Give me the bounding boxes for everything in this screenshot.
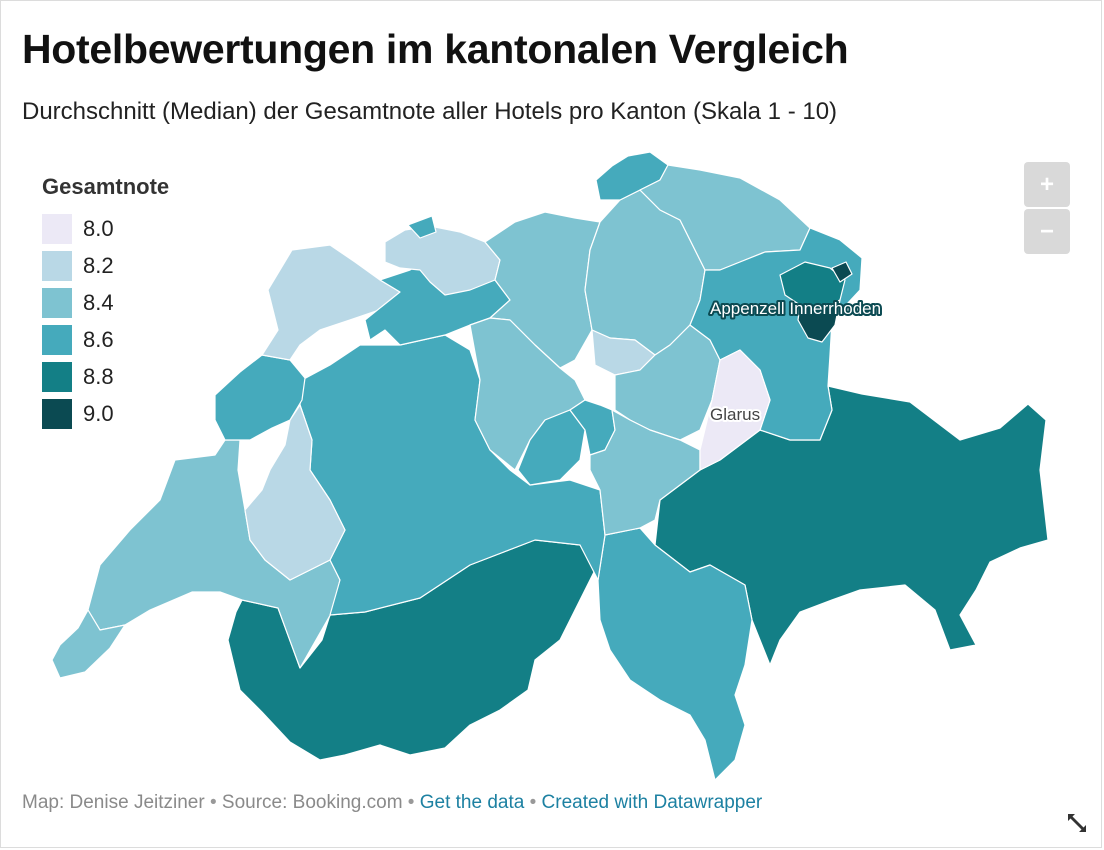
legend-swatch [42,287,72,318]
get-data-link[interactable]: Get the data [419,792,525,813]
legend-swatch [42,250,72,281]
footer-separator: • [209,792,217,813]
region-genf[interactable] [51,609,126,679]
legend-label: 8.8 [83,363,114,389]
region-freiburg[interactable] [244,404,346,581]
footer-source: Source: Booking.com [221,792,403,813]
map-container[interactable]: Appenzell Innerrhoden Glarus [0,140,1104,780]
region-tessin[interactable] [597,527,753,780]
legend-item: 8.4 [42,284,169,321]
footer: Map: Denise Jeitziner • Source: Booking.… [22,792,762,814]
footer-separator: • [407,792,415,813]
legend: Gesamtnote 8.0 8.2 8.4 8.6 8.8 9.0 [42,174,169,432]
legend-swatch [42,213,72,244]
legend-swatch [42,398,72,429]
switzerland-map[interactable]: Appenzell Innerrhoden Glarus [0,140,1104,780]
legend-item: 8.0 [42,210,169,247]
legend-swatch [42,361,72,392]
footer-credit: Map: Denise Jeitziner [22,792,205,813]
legend-item: 8.2 [42,247,169,284]
region-basel-stadt[interactable] [407,215,437,239]
legend-label: 8.4 [83,289,114,315]
region-glarus[interactable] [699,349,771,471]
legend-title: Gesamtnote [42,174,170,199]
chart-title: Hotelbewertungen im kantonalen Vergleich [22,26,849,72]
region-aargau[interactable] [484,211,601,369]
map-labels: Appenzell Innerrhoden Glarus [708,297,883,426]
legend-label: 8.2 [83,252,114,278]
legend-item: 9.0 [42,395,169,432]
label-glarus: Glarus [710,405,760,424]
region-uri[interactable] [589,409,701,536]
legend-item: 8.6 [42,321,169,358]
region-appenzell-innerrhoden-exclave[interactable] [831,261,853,283]
legend-label: 8.6 [83,326,114,352]
chart-subtitle: Durchschnitt (Median) der Gesamtnote all… [22,98,838,125]
zoom-in-button[interactable]: + [1024,162,1070,207]
datawrapper-link[interactable]: Created with Datawrapper [541,792,763,813]
region-jura[interactable] [261,244,401,361]
legend-item: 8.8 [42,358,169,395]
legend-label: 8.0 [83,215,114,241]
legend-label: 9.0 [83,400,114,426]
label-appenzell-innerrhoden: Appenzell Innerrhoden [710,299,881,318]
region-appenzell-innerrhoden[interactable] [797,299,841,343]
zoom-out-button[interactable]: − [1024,209,1070,254]
expand-icon[interactable] [1064,810,1090,836]
footer-separator: • [529,792,537,813]
legend-swatch [42,324,72,355]
